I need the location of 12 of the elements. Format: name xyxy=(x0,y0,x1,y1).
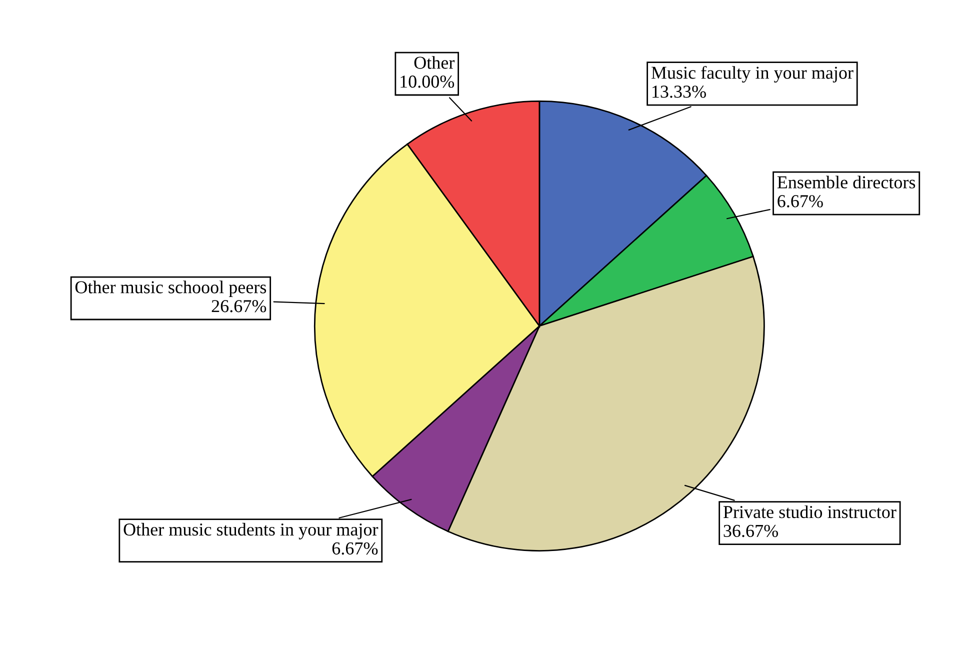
data-label: 13.33% xyxy=(652,86,706,98)
slice-label: Other music schoool peers xyxy=(75,280,266,298)
slice-label: Private studio instructor xyxy=(723,505,896,518)
slice-label: Music faculty in your major xyxy=(651,66,854,83)
slice-label: Other music students in your major xyxy=(124,522,378,540)
data-label: 36.67% xyxy=(724,524,778,538)
slice-label: Ensemble directors xyxy=(777,176,916,188)
data-label: 26.67% xyxy=(212,300,266,312)
data-label: 10.00% xyxy=(400,76,454,88)
slice-label: Other xyxy=(414,56,455,69)
data-label: 6.67% xyxy=(332,542,378,555)
data-label: 6.67% xyxy=(778,195,823,208)
